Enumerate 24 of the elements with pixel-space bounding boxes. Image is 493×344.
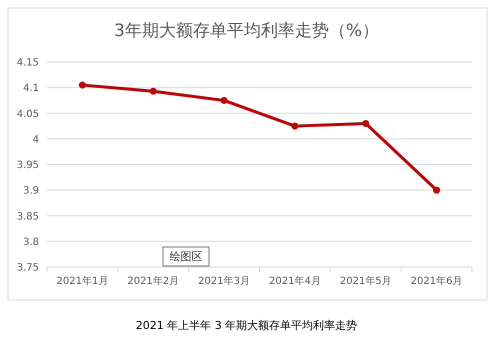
x-tick-label: 2021年1月: [56, 275, 108, 287]
point: [291, 122, 298, 130]
y-tick-label: 3.9: [23, 186, 39, 197]
x-tick-label: 2021年3月: [198, 275, 250, 287]
point: [433, 186, 440, 194]
y-tick-label: 4.15: [16, 58, 39, 68]
text: 2021 年上半年 3 年期大额存单平均利率走势: [136, 319, 358, 332]
y-tick-label: 4.1: [23, 83, 39, 94]
point: [220, 96, 228, 104]
y-tick-label: 4.05: [16, 108, 39, 120]
y-tick-label: 3.75: [16, 262, 39, 274]
x-tick-label: 2021年2月: [127, 275, 180, 287]
x-tick-label: 2021年6月: [410, 275, 462, 287]
y-tick-label: 3.95: [16, 160, 39, 171]
y-tick-label: 3.85: [16, 211, 39, 222]
annotation: 绘图区: [170, 250, 202, 263]
chart-title: 3年期大额存单平均利率走势（%）: [114, 21, 379, 41]
y-tick-label: 4: [32, 134, 39, 146]
y-tick-label: 3.8: [23, 236, 39, 248]
point: [150, 88, 157, 95]
point: [78, 82, 86, 89]
point: [362, 120, 370, 127]
x-tick-label: 2021年4月: [269, 275, 321, 287]
x-tick-label: 2021年5月: [340, 275, 392, 287]
